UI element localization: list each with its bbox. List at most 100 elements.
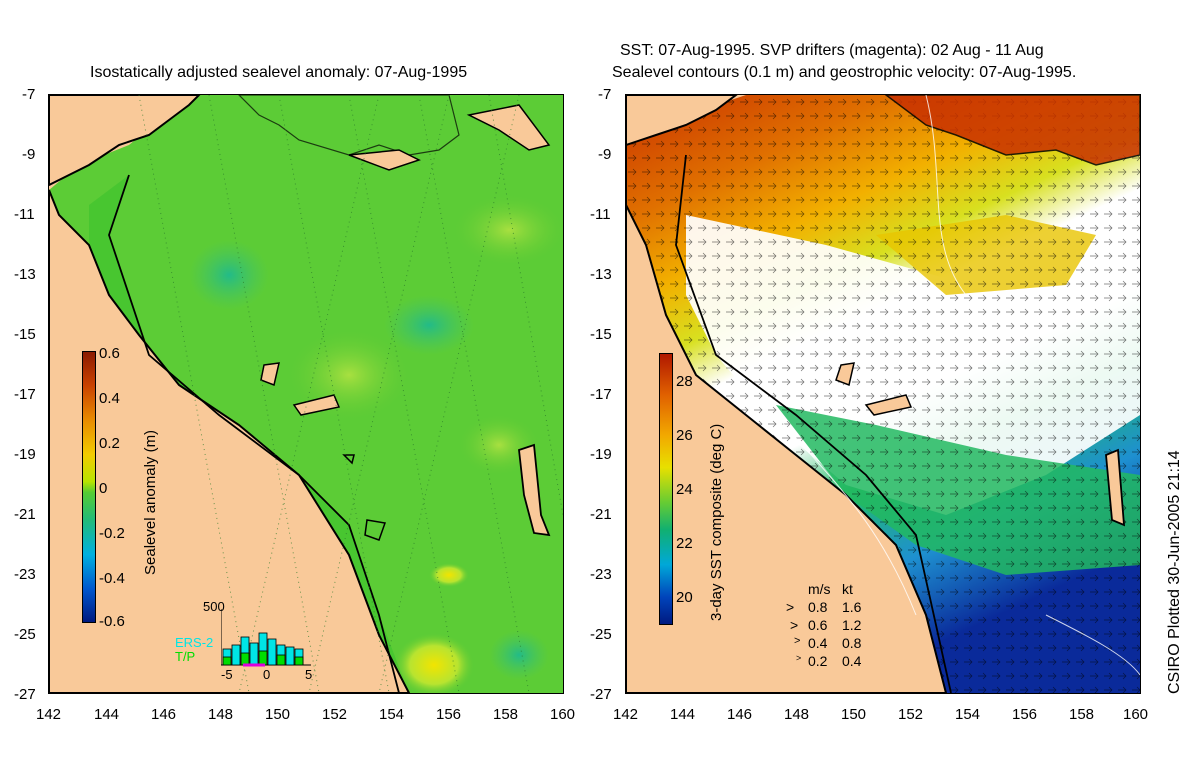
satellite-tracks [138,95,563,693]
lat-tick: -11 [14,206,35,223]
sealevel-map-canvas [49,95,563,693]
anomaly-blob [489,630,549,680]
sst-colorbar-tick: 24 [676,481,693,498]
reef-outline [364,519,387,541]
sealevel-colorbar [82,351,96,623]
anomaly-blob [454,195,563,265]
legend-kt: 1.6 [842,599,862,615]
lon-tick: 142 [613,706,639,723]
inset-x-tick: -5 [221,667,233,682]
legend-kt: 1.2 [842,617,862,633]
legend-arrow-icon: > [790,617,799,633]
sst-colorbar-tick: 28 [676,373,693,390]
anomaly-blob [189,240,269,310]
lat-tick: -21 [590,506,612,523]
sealevel-colorbar-tick: 0 [99,480,108,497]
legend-ms: 0.4 [808,635,828,651]
lon-tick: 146 [727,706,753,723]
sst-composite-map: 28 26 24 22 20 3-day SST composite (deg … [625,94,1141,694]
reef-outline [1105,448,1126,527]
lon-tick: 150 [841,706,867,723]
lat-tick: -21 [14,506,36,523]
new-guinea-coast [238,95,460,156]
lat-tick: -15 [590,326,612,343]
right-map-title-line1: SST: 07-Aug-1995. SVP drifters (magenta)… [620,42,1044,59]
reef-outline [864,394,913,416]
lat-tick: -27 [14,686,36,703]
lat-tick: -25 [590,626,612,643]
legend-unit-ms: m/s [808,581,831,597]
legend-ms: 0.8 [808,599,828,615]
lat-tick: -17 [590,386,612,403]
lat-tick: -27 [590,686,612,703]
australia-land [626,135,948,693]
lon-tick: 156 [436,706,462,723]
legend-ms: 0.2 [808,653,828,669]
left-map-title: Isostatically adjusted sealevel anomaly:… [90,64,468,81]
lon-tick: 144 [94,706,120,723]
lat-tick: -7 [598,86,612,103]
lat-tick: -9 [598,146,612,163]
lat-tick: -11 [590,206,611,223]
legend-arrow-icon: > [796,653,802,663]
lat-tick: -15 [14,326,36,343]
lat-tick: -7 [22,86,36,103]
reef-outline [260,362,280,387]
lon-tick: 160 [550,706,576,723]
lon-tick: 146 [151,706,177,723]
sealevel-colorbar-tick: -0.4 [99,570,125,587]
inset-legend-tp: T/P [175,649,196,664]
lat-tick: -19 [590,446,612,463]
sealevel-colorbar-tick: 0.6 [99,345,120,362]
sealevel-colorbar-tick: -0.6 [99,613,125,630]
inset-x-tick: 5 [305,667,313,682]
legend-ms: 0.6 [808,617,828,633]
inset-histogram [221,609,311,667]
inset-legend-ers2: ERS-2 [175,635,214,650]
lat-tick: -25 [14,626,36,643]
reef-outline [518,443,551,537]
new-guinea-land [626,95,738,147]
sst-colorbar [659,353,673,625]
lat-tick: -9 [22,146,36,163]
anomaly-blob [394,633,474,693]
sealevel-contours [775,95,1140,676]
australia-land [49,189,411,693]
lon-tick: 142 [36,706,62,723]
sealevel-anomaly-map: 0.6 0.4 0.2 0 -0.2 -0.4 -0.6 Sealevel an… [48,94,564,694]
lon-tick: 158 [1069,706,1095,723]
shelf-contour [675,154,952,693]
sst-map-canvas [626,95,1140,693]
lon-tick: 158 [493,706,519,723]
png-coast [884,95,1140,166]
legend-unit-kt: kt [842,581,853,597]
sst-colorbar-tick: 26 [676,427,693,444]
reef-outline [835,362,855,387]
anomaly-blob [429,563,469,587]
island [348,149,421,171]
reef-outline [292,394,341,416]
plot-credit: CSIRO Plotted 30-Jun-2005 21:14 [1166,450,1183,694]
legend-kt: 0.4 [842,653,862,669]
lon-tick: 156 [1012,706,1038,723]
lon-tick: 150 [265,706,291,723]
sst-colorbar-label: 3-day SST composite (deg C) [708,423,725,621]
new-guinea-land [49,95,201,187]
right-map-title-line2: Sealevel contours (0.1 m) and geostrophi… [612,64,1077,81]
sst-colorbar-tick: 20 [676,589,693,606]
anomaly-blob [289,330,409,420]
sealevel-colorbar-tick: -0.2 [99,525,125,542]
sealevel-colorbar-tick: 0.4 [99,390,120,407]
island [466,104,551,151]
reef-outline [342,454,355,465]
legend-kt: 0.8 [842,635,862,651]
lat-tick: -17 [14,386,36,403]
anomaly-blob [384,295,474,355]
lon-tick: 152 [322,706,348,723]
lat-tick: -23 [14,566,36,583]
lon-tick: 154 [379,706,405,723]
anomaly-blob [459,415,539,475]
sealevel-colorbar-label: Sealevel anomaly (m) [142,429,159,575]
inset-ymax-label: 500 [203,599,225,614]
lat-tick: -13 [14,266,36,283]
